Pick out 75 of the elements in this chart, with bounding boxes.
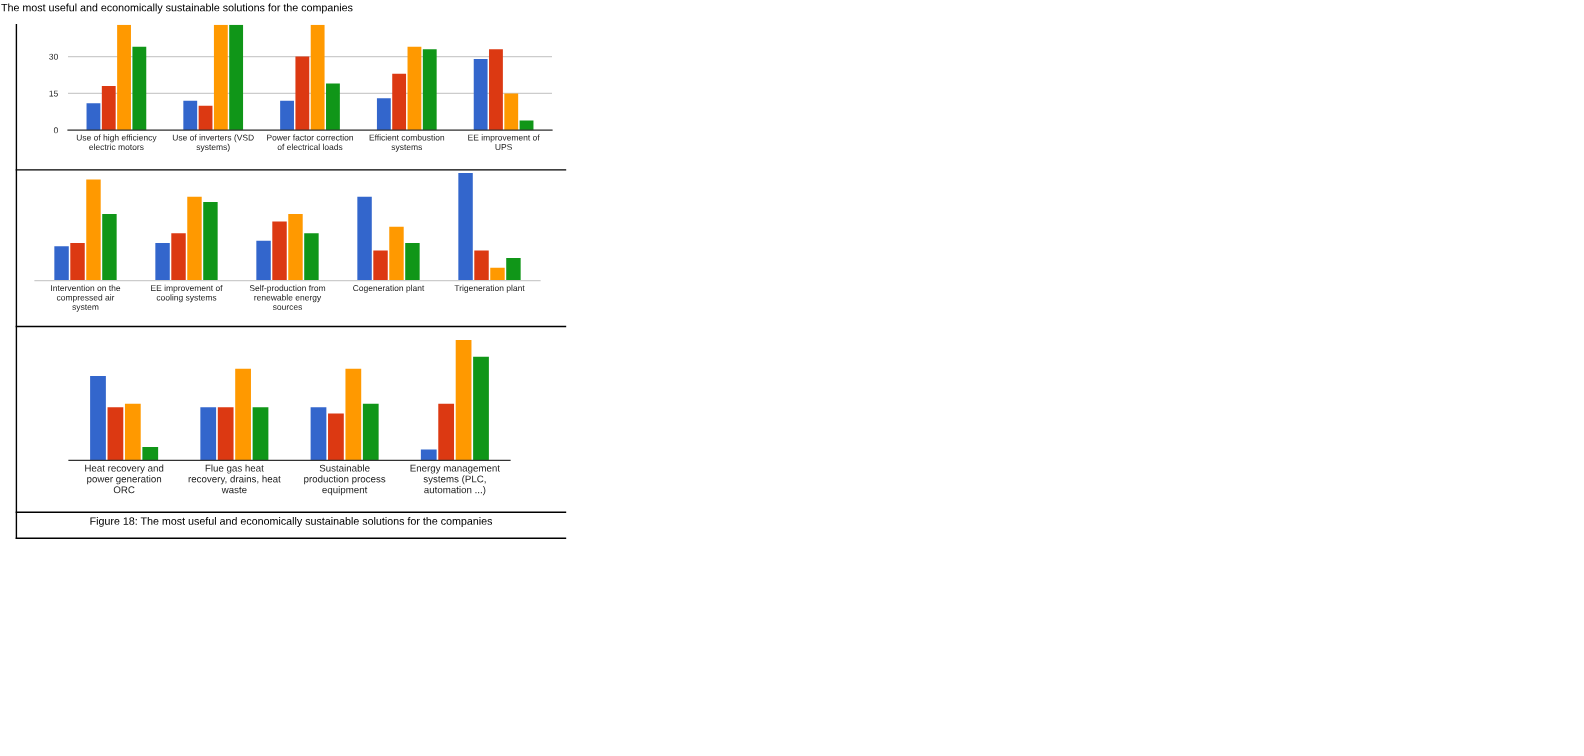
bar — [187, 196, 202, 281]
bar — [272, 221, 287, 281]
bar — [183, 100, 198, 131]
bar — [489, 49, 503, 131]
bar — [519, 120, 534, 131]
x-tick-label: Flue gas heat recovery, drains, heat waste — [188, 464, 281, 494]
x-tick-label: EE improvement of cooling systems — [151, 284, 223, 303]
x-tick-label: Cogeneration plant — [353, 284, 425, 293]
y-tick-label: 15 — [49, 90, 58, 97]
bar — [458, 173, 473, 281]
x-tick-label: Use of high efficiency electric motors — [76, 134, 157, 151]
bar — [490, 267, 505, 281]
bar — [504, 93, 519, 131]
bar — [357, 196, 372, 281]
x-tick-label: Self-production from renewable energy sources — [249, 284, 326, 310]
bar — [171, 233, 186, 281]
bar — [90, 376, 106, 461]
bar — [310, 24, 325, 131]
bar — [473, 59, 488, 131]
bar — [362, 403, 379, 461]
bar — [295, 56, 310, 131]
x-tick-label: Energy management systems (PLC, automation ...) — [410, 464, 500, 496]
bar — [389, 226, 404, 281]
x-tick-label: Trigeneration plant — [454, 284, 525, 293]
caption: Figure 18: The most useful and economically sustainable solutions for the companies — [90, 517, 493, 527]
x-tick-label: Sustainable production process equipment — [304, 464, 386, 496]
bar — [200, 407, 217, 461]
bar — [132, 46, 147, 131]
bar — [506, 258, 521, 281]
bar — [155, 243, 170, 281]
bar — [117, 24, 131, 131]
bar — [422, 49, 437, 131]
bar — [54, 246, 69, 281]
bar — [86, 179, 101, 281]
bar — [280, 100, 294, 131]
bar — [124, 403, 141, 461]
bar — [142, 447, 159, 461]
bar — [101, 86, 116, 131]
bar — [252, 407, 269, 461]
x-tick-label: Heat recovery and power generation ORC — [85, 464, 164, 494]
bar — [345, 368, 362, 461]
bar — [102, 213, 117, 281]
x-tick-label: Intervention on the compressed air system — [51, 284, 121, 312]
bar — [407, 46, 422, 131]
bar — [328, 413, 344, 461]
x-tick-label: Efficient combustion systems — [369, 134, 445, 152]
bar — [229, 24, 244, 131]
x-tick-label: Power factor correction of electrical loads — [267, 134, 354, 151]
bar — [198, 105, 213, 131]
bar — [310, 407, 327, 461]
bar — [455, 340, 472, 461]
bar — [438, 403, 455, 461]
bar — [304, 233, 319, 281]
y-tick-label: 0 — [53, 127, 58, 134]
bar — [86, 103, 101, 131]
bar — [288, 213, 303, 281]
bar — [107, 407, 124, 461]
bar — [326, 83, 340, 131]
bar — [213, 24, 228, 131]
bar — [70, 243, 85, 281]
bar — [405, 243, 420, 281]
bar — [203, 202, 218, 281]
bar — [420, 449, 437, 461]
bar — [376, 98, 391, 131]
chart-title: The most useful and economically sustainable solutions for the companies — [1, 3, 353, 14]
bar — [473, 356, 489, 461]
bar — [474, 250, 489, 281]
x-tick-label: Use of inverters (VSD systems) — [172, 134, 254, 152]
bar — [256, 240, 271, 281]
x-tick-label: EE improvement of UPS — [468, 134, 540, 151]
bar — [235, 368, 251, 461]
bar — [392, 73, 407, 131]
bar — [373, 250, 388, 281]
bar — [217, 407, 234, 461]
y-tick-label: 30 — [49, 53, 58, 60]
